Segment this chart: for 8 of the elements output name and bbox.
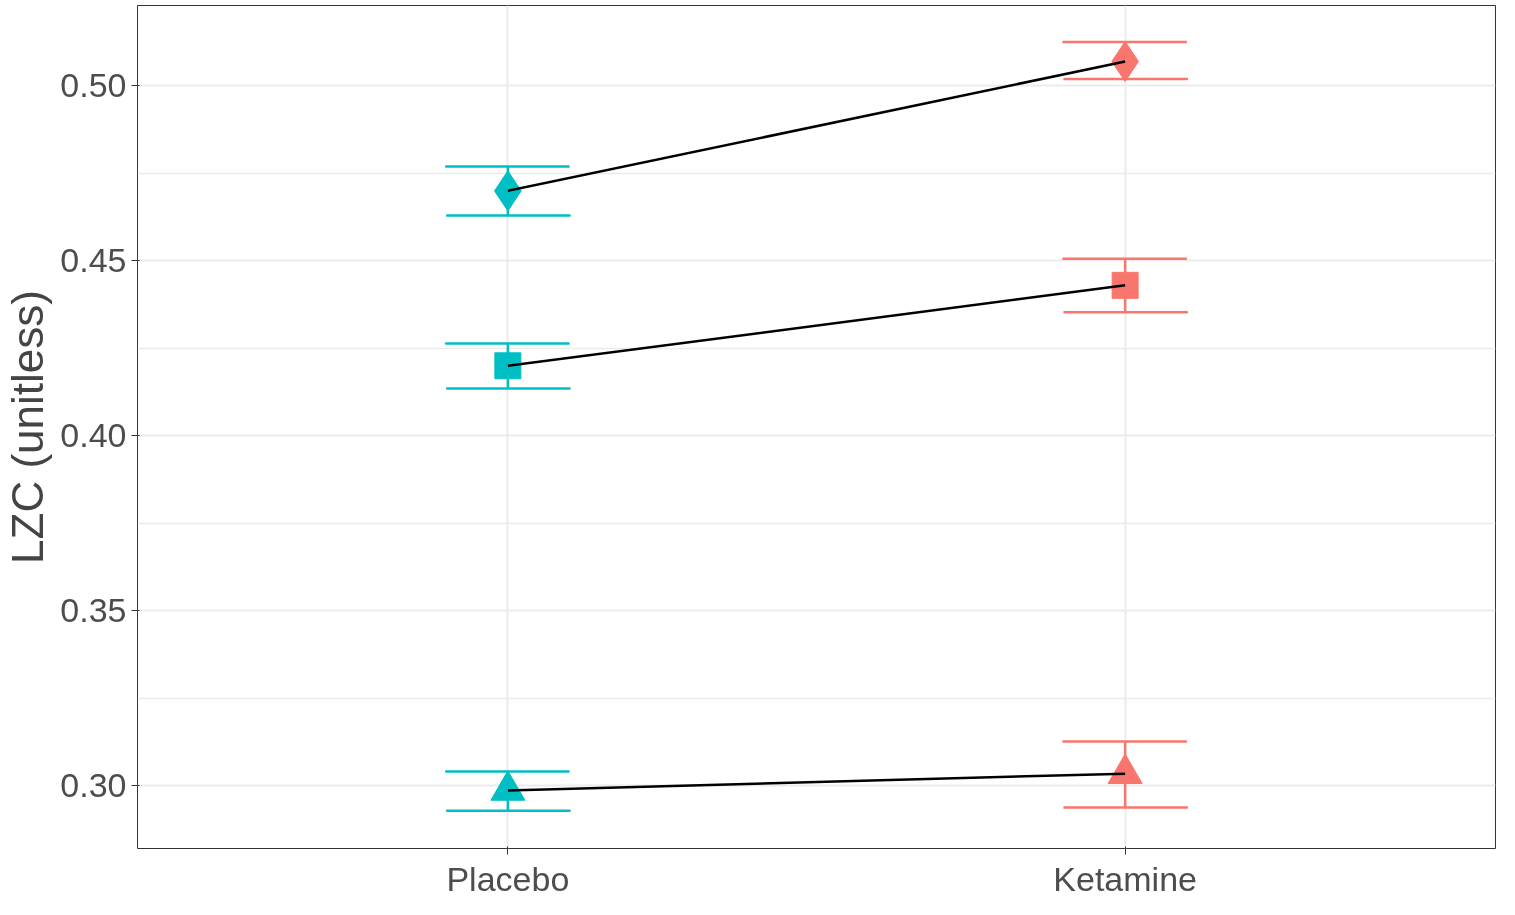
y-tick-label: 0.40 [60, 416, 127, 455]
y-tick-label: 0.30 [60, 766, 127, 805]
x-tick-label: Placebo [446, 859, 570, 898]
x-tick-label: Ketamine [1053, 859, 1197, 898]
y-tick-label: 0.45 [60, 241, 127, 280]
y-axis-title: LZC (unitless) [3, 290, 53, 564]
y-tick-label: 0.35 [60, 591, 127, 630]
y-tick-label: 0.50 [60, 66, 127, 105]
